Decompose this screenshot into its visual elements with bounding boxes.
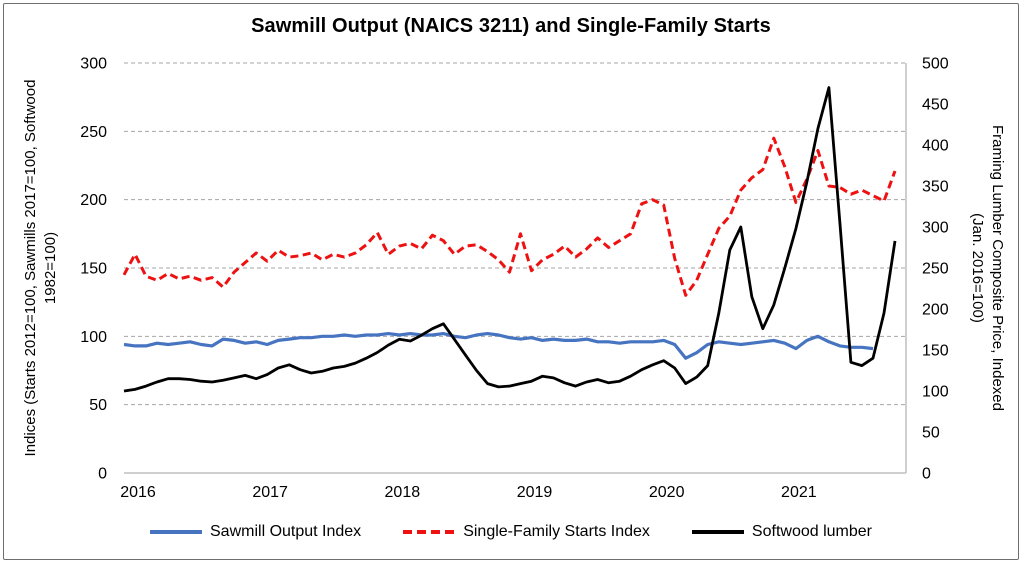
right-axis-tick-label: 500 <box>922 56 949 73</box>
right-axis-tick-label: 450 <box>922 97 949 114</box>
chart-figure: Sawmill Output (NAICS 3211) and Single-F… <box>3 3 1019 560</box>
legend-label-single-family-starts: Single-Family Starts Index <box>463 523 650 540</box>
right-axis-tick-label: 50 <box>922 425 940 442</box>
left-axis-tick-label: 300 <box>80 56 107 73</box>
left-axis-tick-label: 200 <box>80 192 107 209</box>
right-axis-tick-label: 100 <box>922 384 949 401</box>
legend-label-sawmill-output: Sawmill Output Index <box>210 523 362 540</box>
chart-legend: Sawmill Output Index Single-Family Start… <box>4 523 1018 541</box>
x-axis-year-label: 2018 <box>385 484 421 501</box>
legend-label-softwood-lumber: Softwood lumber <box>751 523 872 540</box>
right-axis-tick-label: 250 <box>922 261 949 278</box>
right-axis-tick-label: 150 <box>922 343 949 360</box>
sawmill-output-line-marker <box>150 530 202 534</box>
legend-item-sawmill-output: Sawmill Output Index <box>150 523 361 541</box>
x-axis-year-label: 2017 <box>252 484 288 501</box>
left-axis-tick-label: 0 <box>98 466 107 483</box>
x-axis-year-label: 2019 <box>517 484 553 501</box>
right-axis-tick-label: 0 <box>922 466 931 483</box>
right-axis-tick-label: 350 <box>922 179 949 196</box>
softwood-lumber-line-marker <box>691 530 744 534</box>
line-chart-plot: 0 50 100 150 200 250 300 0 50 100 150 200 250 300 350 4… <box>80 56 949 502</box>
right-axis-tick-label: 400 <box>922 138 949 155</box>
left-axis-tick-label: 150 <box>80 261 107 278</box>
left-axis-tick-label: 100 <box>80 329 107 346</box>
right-axis-tick-label: 200 <box>922 302 949 319</box>
left-axis-tick-label: 250 <box>80 124 107 141</box>
legend-item-single-family-starts: Single-Family Starts Index <box>403 523 650 541</box>
x-axis-year-label: 2021 <box>781 484 817 501</box>
x-axis-year-label: 2016 <box>120 484 156 501</box>
series-line-sawmill-output-index <box>123 332 874 360</box>
legend-item-softwood-lumber: Softwood lumber <box>691 523 872 541</box>
single-family-starts-line-marker <box>403 530 456 534</box>
series-line-single-family-starts-index <box>122 136 897 297</box>
x-axis-year-label: 2020 <box>649 484 685 501</box>
left-axis-tick-label: 50 <box>89 397 107 414</box>
series-line-softwood-lumber <box>123 86 897 393</box>
chart-title: Sawmill Output (NAICS 3211) and Single-F… <box>251 15 771 37</box>
right-axis-tick-label: 300 <box>922 220 949 237</box>
